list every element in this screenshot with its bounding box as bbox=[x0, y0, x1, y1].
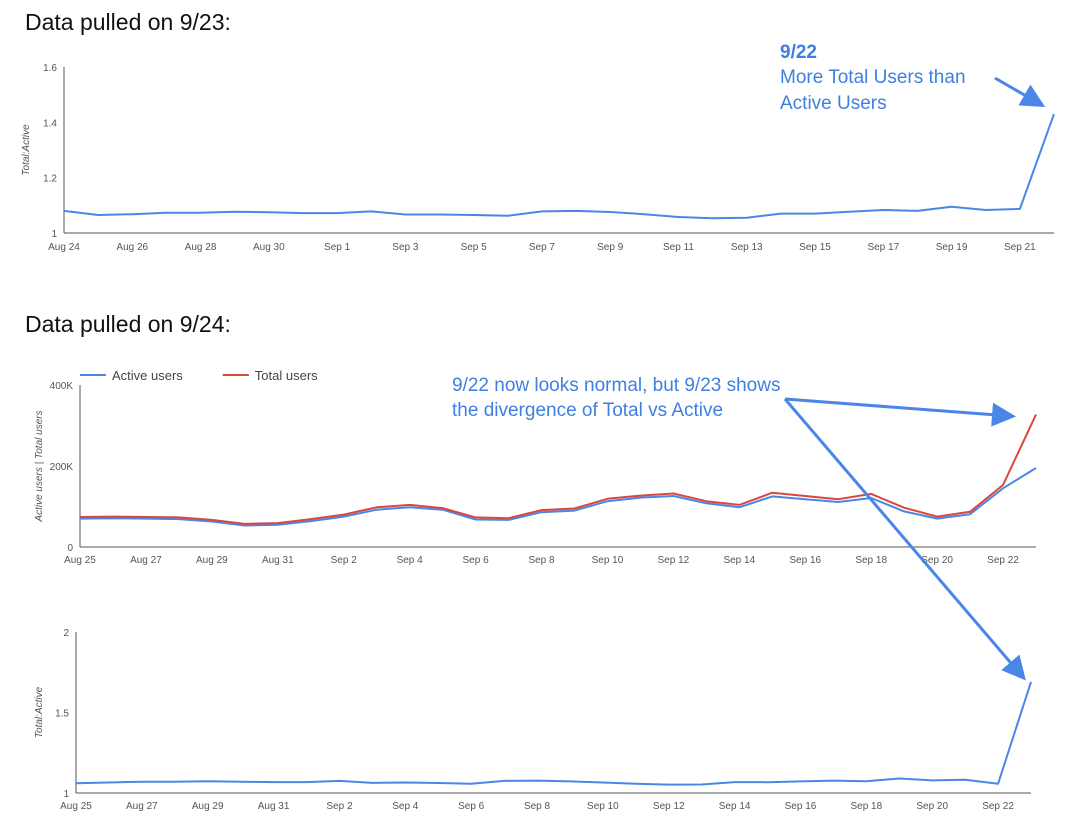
y-tick-label: 1 bbox=[63, 789, 69, 800]
x-tick-label: Sep 14 bbox=[719, 801, 751, 812]
x-tick-label: Sep 9 bbox=[597, 242, 624, 253]
y-tick-label: 1.5 bbox=[55, 709, 69, 720]
x-tick-label: Aug 27 bbox=[126, 801, 158, 812]
x-tick-label: Sep 6 bbox=[458, 801, 485, 812]
annotation-first-line-3: Active Users bbox=[780, 93, 887, 114]
x-tick-label: Sep 6 bbox=[463, 555, 490, 566]
x-tick-label: Sep 11 bbox=[663, 242, 694, 253]
x-tick-label: Aug 25 bbox=[64, 555, 96, 566]
y-tick-label: 0 bbox=[67, 543, 73, 554]
x-tick-label: Sep 20 bbox=[916, 801, 948, 812]
annotation-second: 9/22 now looks normal, but 9/23 shows th… bbox=[452, 375, 1026, 681]
x-tick-label: Sep 4 bbox=[392, 801, 419, 812]
x-tick-label: Sep 17 bbox=[867, 242, 899, 253]
ratio-chart-sep24: 1 1.5 2 Aug 25 Aug 27 Aug 29 Aug 31 Sep 2 Sep 4 S… bbox=[34, 628, 1032, 812]
x-tick-label: Sep 22 bbox=[982, 801, 1014, 812]
y-axis-label: Active users | Total users bbox=[34, 410, 45, 522]
x-tick-label: Sep 1 bbox=[324, 242, 351, 253]
x-tick-label: Sep 19 bbox=[936, 242, 968, 253]
annotation-first-line-1: 9/22 bbox=[780, 42, 817, 63]
x-tick-label: Sep 16 bbox=[789, 555, 821, 566]
series-line-ratio bbox=[75, 681, 1032, 786]
y-tick-label: 1.2 bbox=[43, 174, 57, 185]
x-tick-label: Aug 29 bbox=[192, 801, 224, 812]
y-axis-label: Total:Active bbox=[34, 686, 45, 738]
x-tick-label: Aug 30 bbox=[253, 242, 285, 253]
x-tick-label: Sep 12 bbox=[658, 555, 690, 566]
x-tick-label: Sep 2 bbox=[326, 801, 353, 812]
x-tick-label: Aug 27 bbox=[130, 555, 162, 566]
y-tick-label: 1 bbox=[51, 229, 57, 240]
annotation-second-line-1: 9/22 now looks normal, but 9/23 shows bbox=[452, 375, 780, 396]
x-tick-label: Sep 4 bbox=[397, 555, 424, 566]
series-line-ratio bbox=[63, 113, 1055, 220]
heading-first: Data pulled on 9/23: bbox=[25, 9, 231, 35]
x-tick-label: Sep 13 bbox=[731, 242, 763, 253]
annotation-first-arrow bbox=[994, 76, 1046, 108]
x-tick-label: Sep 20 bbox=[921, 555, 953, 566]
y-tick-label: 200K bbox=[50, 462, 74, 473]
x-tick-label: Aug 29 bbox=[196, 555, 228, 566]
annotation-first-line-2: More Total Users than bbox=[780, 67, 966, 88]
x-tick-label: Sep 10 bbox=[587, 801, 619, 812]
heading-second: Data pulled on 9/24: bbox=[25, 311, 231, 337]
x-tick-label: Sep 16 bbox=[785, 801, 817, 812]
x-tick-label: Sep 10 bbox=[592, 555, 624, 566]
x-tick-label: Sep 15 bbox=[799, 242, 831, 253]
series-line-active-users bbox=[79, 467, 1037, 527]
y-tick-label: 1.4 bbox=[43, 118, 57, 129]
x-tick-label: Aug 28 bbox=[185, 242, 217, 253]
x-tick-label: Aug 31 bbox=[258, 801, 290, 812]
x-tick-label: Aug 31 bbox=[262, 555, 294, 566]
x-tick-label: Sep 7 bbox=[529, 242, 556, 253]
x-tick-label: Sep 3 bbox=[392, 242, 419, 253]
x-tick-label: Sep 22 bbox=[987, 555, 1019, 566]
series-line-total-users bbox=[79, 414, 1037, 525]
x-tick-label: Aug 26 bbox=[116, 242, 148, 253]
legend-label: Active users bbox=[112, 368, 183, 383]
annotation-second-arrow-down bbox=[783, 398, 1026, 681]
x-tick-label: Sep 12 bbox=[653, 801, 685, 812]
annotation-second-arrow-right bbox=[784, 397, 1016, 427]
legend-label: Total users bbox=[255, 368, 318, 383]
x-tick-label: Sep 8 bbox=[524, 801, 551, 812]
x-tick-label: Sep 8 bbox=[528, 555, 555, 566]
x-tick-label: Sep 2 bbox=[331, 555, 358, 566]
annotation-first: 9/22 More Total Users than Active Users bbox=[780, 42, 1046, 114]
ratio-chart-sep23: 1 1.2 1.4 1.6 Aug 24 Aug 26 Aug 28 Aug 30 Sep 1 S… bbox=[21, 63, 1055, 253]
y-tick-label: 400K bbox=[50, 381, 74, 392]
annotation-second-line-2: the divergence of Total vs Active bbox=[452, 400, 723, 421]
x-tick-label: Aug 24 bbox=[48, 242, 80, 253]
y-tick-label: 2 bbox=[63, 628, 69, 639]
users-chart-sep24: 0 200K 400K Aug 25 Aug 27 Aug 29 Aug 31 Sep 2 Se… bbox=[34, 368, 1037, 566]
x-tick-label: Sep 21 bbox=[1004, 242, 1036, 253]
y-axis-label: Total:Active bbox=[21, 124, 32, 176]
x-tick-label: Sep 18 bbox=[850, 801, 882, 812]
y-tick-label: 1.6 bbox=[43, 63, 57, 74]
x-tick-label: Aug 25 bbox=[60, 801, 92, 812]
x-tick-label: Sep 18 bbox=[855, 555, 887, 566]
x-tick-label: Sep 14 bbox=[723, 555, 755, 566]
x-tick-label: Sep 5 bbox=[461, 242, 488, 253]
